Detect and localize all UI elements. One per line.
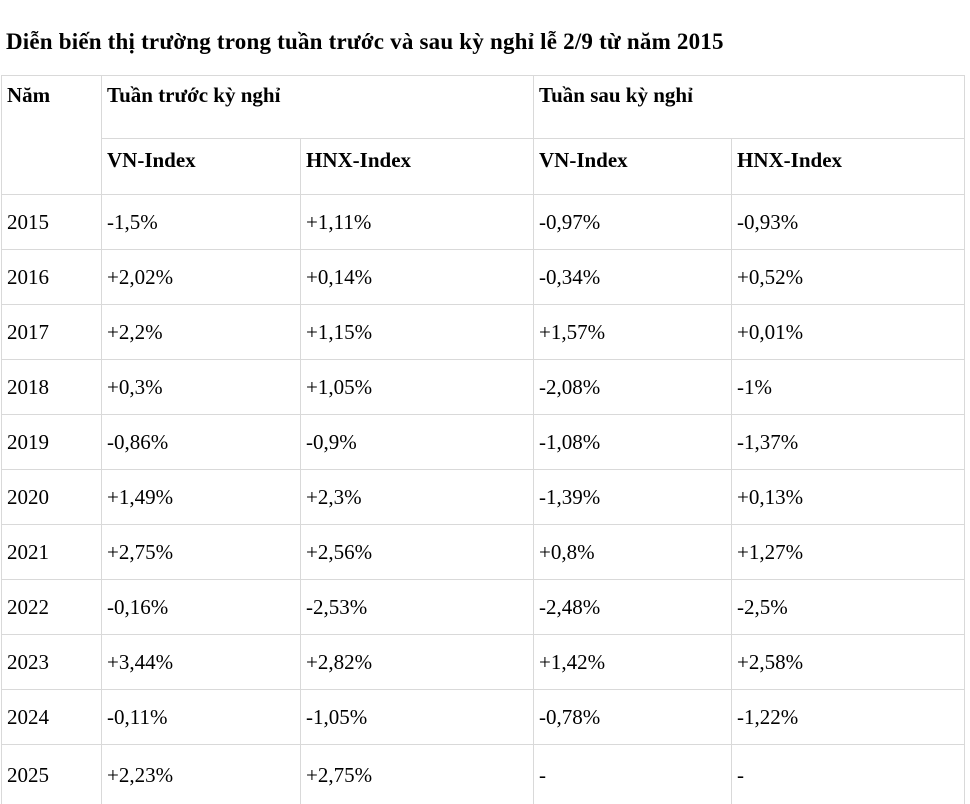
table-row: 2016 +2,02% +0,14% -0,34% +0,52% [1,249,966,306]
value-cell: +0,13% [730,469,966,526]
value-cell: +0,01% [730,304,966,361]
table-row: 2022 -0,16% -2,53% -2,48% -2,5% [1,579,966,636]
value-cell: +2,23% [101,744,301,804]
value-cell: +2,82% [300,634,534,691]
value-cell: -0,11% [101,689,301,746]
value-cell: -0,86% [101,414,301,471]
value-cell: +1,42% [533,634,732,691]
value-cell: -1,08% [533,414,732,471]
year-cell: 2016 [1,249,102,306]
value-cell: +2,02% [101,249,301,306]
value-cell: +1,15% [300,304,534,361]
value-cell: -2,5% [730,579,966,636]
table-body: 2015 -1,5% +1,11% -0,97% -0,93% 2016 +2,… [1,194,966,804]
year-cell: 2019 [1,414,102,471]
value-cell: +1,05% [300,359,534,416]
year-cell: 2025 [1,744,102,804]
column-header-vnindex-after: VN-Index [533,138,732,196]
value-cell: +2,56% [300,524,534,581]
value-cell: -2,53% [300,579,534,636]
year-cell: 2015 [1,194,102,251]
column-header-hnxindex-after: HNX-Index [730,138,966,196]
sub-header-row: VN-Index HNX-Index VN-Index HNX-Index [2,138,966,196]
table-row: 2024 -0,11% -1,05% -0,78% -1,22% [1,689,966,746]
value-cell: -1% [730,359,966,416]
value-cell: +1,11% [300,194,534,251]
value-cell: -1,05% [300,689,534,746]
column-header-hnxindex-before: HNX-Index [300,138,534,196]
value-cell: - [533,744,732,804]
year-cell: 2022 [1,579,102,636]
value-cell: -0,97% [533,194,732,251]
table-row: 2023 +3,44% +2,82% +1,42% +2,58% [1,634,966,691]
value-cell: -0,93% [730,194,966,251]
value-cell: -0,16% [101,579,301,636]
value-cell: +2,75% [101,524,301,581]
column-group-before-holiday: Tuần trước kỳ nghỉ [101,75,534,140]
value-cell: -1,39% [533,469,732,526]
value-cell: +0,8% [533,524,732,581]
value-cell: - [730,744,966,804]
value-cell: +0,52% [730,249,966,306]
value-cell: +0,3% [101,359,301,416]
table-header: Năm Tuần trước kỳ nghỉ Tuần sau kỳ nghỉ … [1,75,966,196]
value-cell: -1,22% [730,689,966,746]
table-row: 2018 +0,3% +1,05% -2,08% -1% [1,359,966,416]
group-header-row: Năm Tuần trước kỳ nghỉ Tuần sau kỳ nghỉ [1,75,966,196]
value-cell: +3,44% [101,634,301,691]
table-row: 2017 +2,2% +1,15% +1,57% +0,01% [1,304,966,361]
table-row: 2025 +2,23% +2,75% - - [1,744,966,804]
column-group-after-holiday: Tuần sau kỳ nghỉ [532,75,966,140]
value-cell: +1,49% [101,469,301,526]
table-row: 2021 +2,75% +2,56% +0,8% +1,27% [1,524,966,581]
value-cell: +2,58% [730,634,966,691]
table-row: 2015 -1,5% +1,11% -0,97% -0,93% [1,194,966,251]
value-cell: -0,9% [300,414,534,471]
value-cell: -2,08% [533,359,732,416]
year-cell: 2024 [1,689,102,746]
value-cell: -0,34% [533,249,732,306]
year-cell: 2018 [1,359,102,416]
year-cell: 2021 [1,524,102,581]
table-row: 2020 +1,49% +2,3% -1,39% +0,13% [1,469,966,526]
column-header-vnindex-before: VN-Index [101,138,301,196]
year-cell: 2023 [1,634,102,691]
holiday-market-table: Năm Tuần trước kỳ nghỉ Tuần sau kỳ nghỉ … [1,75,966,804]
table-row: 2019 -0,86% -0,9% -1,08% -1,37% [1,414,966,471]
year-cell: 2020 [1,469,102,526]
value-cell: +0,14% [300,249,534,306]
page-title: Diễn biến thị trường trong tuần trước và… [6,29,724,54]
value-cell: +2,3% [300,469,534,526]
value-cell: -2,48% [533,579,732,636]
value-cell: -0,78% [533,689,732,746]
value-cell: -1,5% [101,194,301,251]
value-cell: +2,75% [300,744,534,804]
value-cell: -1,37% [730,414,966,471]
value-cell: +1,27% [730,524,966,581]
value-cell: +2,2% [101,304,301,361]
value-cell: +1,57% [533,304,732,361]
year-cell: 2017 [1,304,102,361]
column-header-year: Năm [1,75,102,196]
